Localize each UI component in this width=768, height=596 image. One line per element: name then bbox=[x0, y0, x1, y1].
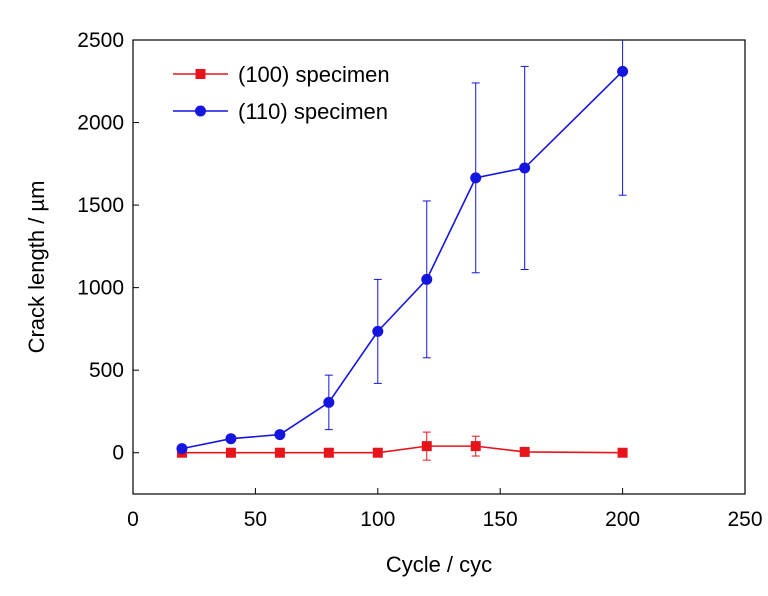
x-tick-label: 150 bbox=[483, 508, 518, 531]
series-1 bbox=[176, 431, 628, 461]
y-axis-title: Crack length / µm bbox=[24, 181, 49, 354]
data-point bbox=[421, 441, 432, 452]
series-layer bbox=[176, 40, 629, 461]
data-point bbox=[323, 396, 335, 408]
series-line bbox=[181, 70, 624, 450]
data-point bbox=[372, 447, 383, 458]
data-point bbox=[225, 433, 237, 445]
y-tick-label: 0 bbox=[112, 442, 124, 465]
y-tick-label: 1500 bbox=[77, 194, 124, 217]
data-point bbox=[519, 162, 531, 174]
data-point bbox=[519, 446, 530, 457]
legend: (100) specimen (110) specimen bbox=[173, 62, 390, 124]
legend-label: (110) specimen bbox=[238, 99, 388, 124]
y-tick-label: 500 bbox=[89, 359, 124, 382]
data-point bbox=[617, 447, 628, 458]
series-line bbox=[181, 445, 623, 454]
data-point bbox=[176, 443, 188, 455]
x-tick-label: 250 bbox=[727, 508, 762, 531]
data-point bbox=[274, 447, 285, 458]
y-tick-label: 1000 bbox=[77, 277, 124, 300]
data-point bbox=[470, 441, 481, 452]
legend-marker bbox=[195, 69, 206, 79]
data-point bbox=[225, 447, 236, 458]
data-point bbox=[421, 273, 433, 285]
x-tick-label: 0 bbox=[127, 508, 139, 531]
data-point bbox=[274, 429, 286, 441]
plot-frame bbox=[132, 39, 746, 495]
x-tick-label: 100 bbox=[360, 508, 395, 531]
data-point bbox=[372, 325, 384, 337]
x-axis: 0 50 100 150 200 250 bbox=[127, 488, 763, 531]
x-axis-title: Cycle / cyc bbox=[386, 552, 492, 577]
legend-marker bbox=[195, 105, 206, 117]
data-point bbox=[617, 65, 629, 77]
x-tick-label: 200 bbox=[605, 508, 640, 531]
y-tick-label: 2500 bbox=[77, 29, 124, 52]
series-2 bbox=[176, 40, 629, 455]
x-tick-label: 50 bbox=[244, 508, 267, 531]
data-point bbox=[470, 172, 482, 184]
y-tick-label: 2000 bbox=[77, 112, 124, 135]
data-point bbox=[323, 447, 334, 458]
y-axis: 0 500 1000 1500 2000 2500 bbox=[77, 29, 139, 465]
legend-label: (100) specimen bbox=[238, 62, 390, 87]
